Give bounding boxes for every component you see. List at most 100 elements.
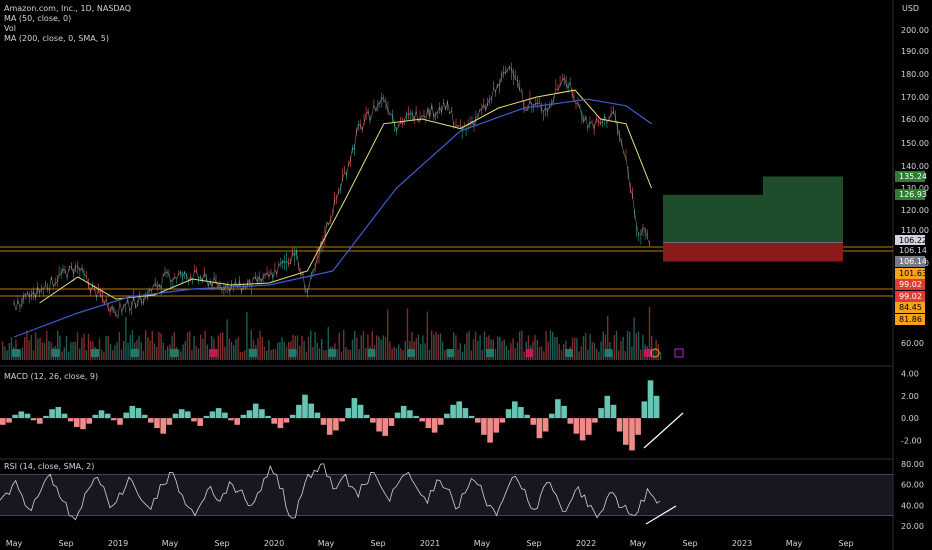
- volume-bar: [602, 331, 604, 360]
- stop-loss-zone: [663, 242, 843, 262]
- macd-bar: [333, 418, 339, 431]
- volume-bar: [4, 346, 6, 360]
- price-axis-label: 126.93: [899, 190, 927, 199]
- time-axis-tick: May: [318, 539, 335, 548]
- ma50-legend: MA (50, close, 0): [4, 14, 72, 23]
- price-axis-label-bg: [895, 235, 925, 246]
- volume-bar: [444, 349, 446, 360]
- macd-bar: [209, 411, 216, 419]
- macd-bar: [314, 412, 321, 419]
- volume-bar: [378, 336, 380, 360]
- volume-bar: [543, 351, 545, 360]
- volume-bar: [589, 333, 591, 360]
- volume-bar: [30, 335, 32, 360]
- volume-bar: [147, 337, 149, 360]
- volume-bar: [552, 331, 554, 360]
- volume-bar: [65, 335, 68, 360]
- volume-bar: [72, 342, 74, 360]
- time-axis-tick: 2023: [732, 539, 752, 548]
- rsi-axis-tick: 60.00: [901, 481, 924, 490]
- macd-bar: [573, 418, 580, 434]
- volume-bar: [182, 344, 184, 360]
- volume-bar: [457, 349, 459, 360]
- macd-bar: [67, 418, 74, 422]
- macd-bar: [141, 414, 148, 419]
- volume-bar: [171, 335, 173, 360]
- volume-bar: [400, 348, 402, 360]
- macd-bar: [234, 418, 240, 425]
- volume-bar: [635, 333, 637, 360]
- volume-bar: [406, 308, 409, 360]
- volume-bar: [195, 345, 197, 360]
- volume-bar: [127, 342, 129, 360]
- symbol-title: Amazon.com, Inc., 1D, NASDAQ: [4, 4, 132, 13]
- volume-bar: [321, 339, 323, 360]
- volume-bar: [468, 330, 470, 360]
- macd-bar: [166, 418, 173, 425]
- macd-bar: [345, 408, 351, 419]
- volume-bar: [114, 345, 116, 360]
- macd-bar: [277, 418, 284, 429]
- volume-bar: [655, 339, 657, 360]
- macd-bar: [357, 404, 364, 419]
- price-axis-tick: 150.00: [901, 139, 929, 148]
- volume-bar: [461, 351, 464, 360]
- volume-bar: [488, 335, 490, 360]
- volume-bar: [98, 338, 101, 360]
- macd-bar: [512, 401, 518, 419]
- earnings-icon: [604, 349, 613, 357]
- volume-bar: [585, 332, 587, 360]
- time-axis-tick: May: [474, 539, 491, 548]
- rsi-legend: RSI (14, close, SMA, 2): [4, 462, 95, 471]
- volume-bar: [160, 333, 162, 360]
- macd-bar: [641, 401, 648, 419]
- macd-bar: [117, 418, 123, 425]
- volume-bar: [547, 341, 549, 360]
- volume-bar: [283, 341, 285, 360]
- macd-bar: [437, 418, 444, 425]
- volume-bar: [19, 349, 21, 360]
- volume-bar: [356, 337, 358, 360]
- volume-bar: [28, 340, 30, 360]
- macd-bar: [104, 413, 111, 419]
- volume-bar: [653, 348, 655, 360]
- volume-bar: [459, 343, 461, 360]
- macd-bar: [289, 414, 296, 419]
- macd-bar: [326, 418, 333, 435]
- volume-bar: [274, 349, 277, 360]
- volume-bar: [156, 346, 158, 360]
- time-axis-tick: 2021: [420, 539, 440, 548]
- volume-bar: [349, 350, 351, 360]
- macd-bar: [320, 418, 327, 425]
- volume-bar: [222, 332, 224, 360]
- macd-axis-tick: -2.00: [901, 436, 922, 445]
- volume-bar: [563, 344, 565, 360]
- macd-bar: [135, 408, 142, 419]
- volume-bar: [613, 335, 615, 360]
- volume-bar: [516, 341, 519, 360]
- earnings-icon: [51, 349, 60, 357]
- currency-label: USD: [902, 4, 920, 13]
- macd-bar: [185, 411, 191, 419]
- volume-bar: [241, 351, 244, 360]
- volume-bar: [63, 347, 65, 360]
- volume-bar: [149, 340, 151, 360]
- volume-bar: [618, 350, 620, 360]
- volume-bar: [123, 341, 125, 360]
- volume-bar: [620, 340, 622, 360]
- price-axis-label-bg: [895, 245, 925, 256]
- volume-bar: [184, 341, 186, 360]
- volume-bar: [505, 345, 508, 360]
- time-axis-tick: May: [6, 539, 23, 548]
- volume-bar: [554, 337, 556, 360]
- price-candles: [13, 62, 650, 319]
- volume-bars: [2, 306, 662, 360]
- volume-bar: [235, 339, 237, 360]
- macd-bar: [629, 418, 635, 451]
- volume-bar: [439, 333, 442, 360]
- volume-bar: [376, 335, 378, 360]
- volume-bar: [607, 315, 609, 360]
- volume-bar: [578, 351, 580, 360]
- earnings-icon: [249, 349, 257, 357]
